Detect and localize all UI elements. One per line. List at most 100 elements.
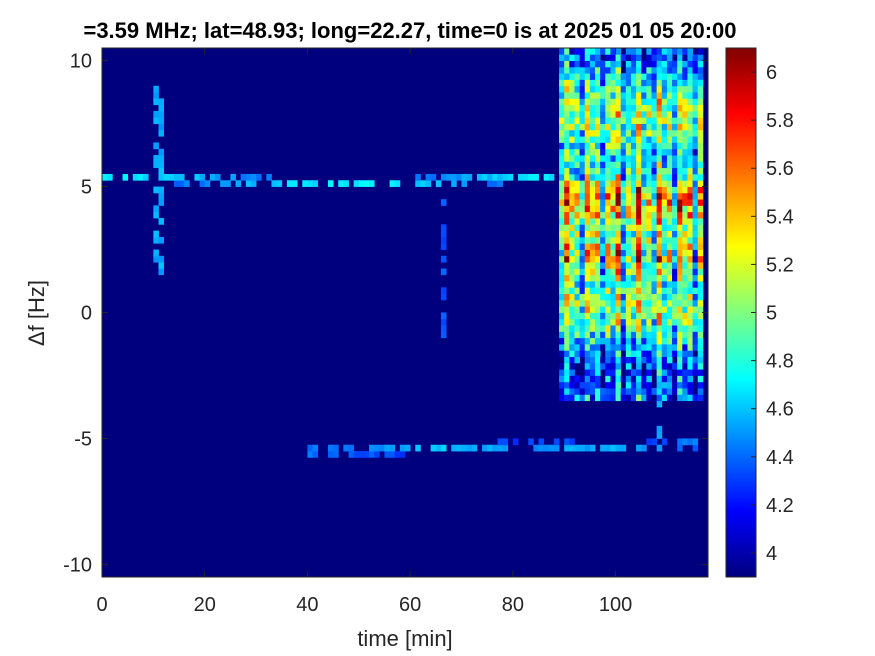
heatmap-cell bbox=[682, 66, 688, 74]
heatmap-cell bbox=[656, 337, 663, 345]
heatmap-cell bbox=[600, 394, 606, 402]
y-tick-label: -5 bbox=[74, 428, 92, 450]
heatmap-cell bbox=[589, 73, 596, 80]
heatmap-cell bbox=[641, 356, 647, 364]
heatmap-cell bbox=[692, 199, 699, 206]
heatmap-cell bbox=[656, 318, 663, 326]
heatmap-cell bbox=[569, 230, 575, 238]
heatmap-cell bbox=[564, 394, 570, 402]
heatmap-cell bbox=[651, 123, 658, 131]
heatmap-cell bbox=[630, 148, 637, 156]
heatmap-cell bbox=[646, 161, 652, 169]
heatmap-cell bbox=[574, 48, 581, 55]
heatmap-cell bbox=[497, 444, 503, 452]
heatmap-cell bbox=[158, 236, 165, 244]
heatmap-cell bbox=[600, 123, 606, 131]
heatmap-cell bbox=[661, 438, 668, 446]
heatmap-cell bbox=[656, 306, 663, 313]
heatmap-cell bbox=[697, 381, 704, 389]
heatmap-cell bbox=[615, 92, 622, 99]
heatmap-cell bbox=[646, 66, 652, 74]
heatmap-cell bbox=[600, 274, 606, 282]
heatmap-cell bbox=[636, 350, 642, 357]
heatmap-cell bbox=[286, 180, 293, 187]
heatmap-cell bbox=[697, 155, 704, 162]
heatmap-cell bbox=[384, 451, 390, 458]
heatmap-cell bbox=[646, 104, 652, 112]
heatmap-cell bbox=[600, 155, 606, 162]
heatmap-cell bbox=[630, 79, 637, 87]
heatmap-cell bbox=[666, 375, 673, 383]
heatmap-cell bbox=[677, 337, 683, 345]
heatmap-cell bbox=[666, 148, 673, 156]
heatmap-cell bbox=[589, 123, 596, 131]
heatmap-cell bbox=[605, 110, 611, 118]
heatmap-cell bbox=[641, 79, 647, 87]
heatmap-cell bbox=[589, 325, 596, 332]
heatmap-cell bbox=[687, 66, 693, 74]
heatmap-cell bbox=[610, 167, 616, 175]
heatmap-cell bbox=[595, 375, 601, 383]
heatmap-cell bbox=[625, 369, 632, 376]
heatmap-cell bbox=[569, 142, 575, 150]
heatmap-cell bbox=[636, 274, 642, 282]
heatmap-cell bbox=[687, 79, 693, 87]
heatmap-cell bbox=[656, 325, 663, 332]
heatmap-cell bbox=[589, 117, 596, 124]
heatmap-cell bbox=[615, 318, 622, 326]
heatmap-cell bbox=[564, 129, 570, 137]
heatmap-cell bbox=[559, 255, 565, 263]
heatmap-cell bbox=[646, 79, 652, 87]
heatmap-cell bbox=[687, 299, 693, 307]
heatmap-cell bbox=[692, 136, 699, 143]
heatmap-cell bbox=[651, 362, 658, 370]
heatmap-cell bbox=[636, 230, 642, 238]
heatmap-cell bbox=[682, 369, 688, 376]
heatmap-cell bbox=[584, 173, 591, 181]
heatmap-cell bbox=[682, 388, 688, 395]
heatmap-cell bbox=[672, 73, 678, 80]
heatmap-cell bbox=[143, 173, 149, 181]
heatmap-cell bbox=[620, 186, 627, 194]
heatmap-cell bbox=[225, 180, 231, 187]
heatmap-cell bbox=[682, 148, 688, 156]
heatmap-cell bbox=[461, 444, 468, 452]
heatmap-cell bbox=[600, 299, 606, 307]
heatmap-cell bbox=[620, 262, 627, 269]
heatmap-cell bbox=[682, 236, 688, 244]
heatmap-cell bbox=[440, 199, 447, 206]
heatmap-cell bbox=[569, 110, 575, 118]
heatmap-cell bbox=[666, 48, 673, 55]
heatmap-cell bbox=[625, 331, 632, 339]
heatmap-cell bbox=[605, 293, 611, 301]
heatmap-cell bbox=[646, 369, 652, 376]
heatmap-cell bbox=[158, 192, 165, 200]
heatmap-cell bbox=[682, 192, 688, 200]
heatmap-cell bbox=[559, 350, 565, 357]
heatmap-cell bbox=[595, 205, 601, 213]
heatmap-cell bbox=[682, 230, 688, 238]
heatmap-cell bbox=[697, 199, 704, 206]
heatmap-cell bbox=[564, 281, 570, 288]
heatmap-cell bbox=[595, 356, 601, 364]
heatmap-cell bbox=[559, 117, 565, 124]
heatmap-cell bbox=[600, 60, 606, 68]
heatmap-cell bbox=[630, 161, 637, 169]
heatmap-cell bbox=[564, 243, 570, 250]
heatmap-cell bbox=[666, 54, 673, 61]
heatmap-cell bbox=[446, 173, 452, 181]
heatmap-cell bbox=[692, 243, 699, 250]
heatmap-cell bbox=[677, 268, 683, 276]
heatmap-cell bbox=[559, 249, 565, 257]
heatmap-cell bbox=[553, 438, 560, 446]
heatmap-cell bbox=[651, 199, 658, 206]
heatmap-cell bbox=[595, 381, 601, 389]
heatmap-cell bbox=[605, 325, 611, 332]
heatmap-cell bbox=[584, 180, 591, 187]
heatmap-cell bbox=[651, 230, 658, 238]
heatmap-cell bbox=[615, 249, 622, 257]
heatmap-cell bbox=[646, 224, 652, 232]
heatmap-cell bbox=[415, 173, 421, 181]
heatmap-cell bbox=[158, 129, 165, 137]
heatmap-cell bbox=[666, 104, 673, 112]
